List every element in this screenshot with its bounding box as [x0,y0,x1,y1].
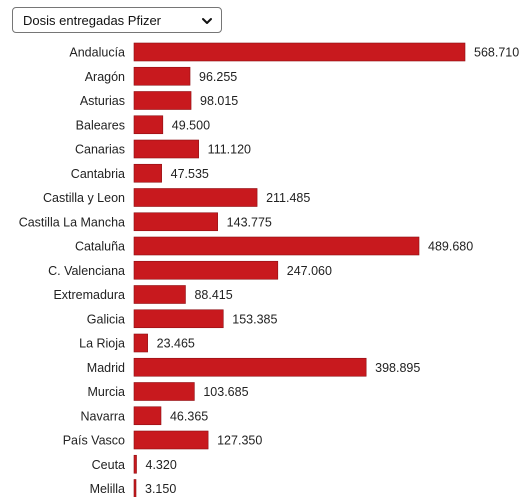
category-label: C. Valenciana [48,264,125,278]
value-label: 47.535 [171,167,209,181]
bar[interactable] [133,236,420,256]
category-label: Ceuta [92,458,125,472]
value-label: 127.350 [217,434,262,448]
value-label: 398.895 [375,361,420,375]
category-label: Extremadura [53,288,125,302]
bar[interactable] [133,357,367,377]
category-label: Murcia [87,385,125,399]
category-label: Canarias [75,143,125,157]
category-label: Castilla La Mancha [19,215,125,229]
value-label: 4.320 [146,458,177,472]
bar[interactable] [133,91,192,110]
bar[interactable] [133,285,186,304]
value-label: 98.015 [200,94,238,108]
value-label: 111.120 [208,143,251,157]
value-label: 211.485 [266,191,310,205]
category-label: Andalucía [69,46,125,60]
bar[interactable] [133,454,137,474]
bar[interactable] [133,260,279,280]
bar[interactable] [133,212,218,232]
value-label: 568.710 [474,46,519,60]
bar[interactable] [133,382,195,401]
bar[interactable] [133,406,162,426]
category-label: Aragón [85,70,125,84]
value-label: 143.775 [227,215,272,229]
category-label: Asturias [80,94,125,108]
bar[interactable] [133,163,162,183]
metric-select[interactable]: Dosis entregadas Pfizer [12,7,222,33]
bar[interactable] [133,333,148,353]
category-label: Galicia [87,312,125,326]
bar[interactable] [133,66,191,86]
bar[interactable] [133,188,258,207]
bar[interactable] [133,479,137,497]
chevron-down-icon [202,18,212,24]
value-label: 489.680 [428,240,473,254]
category-label: País Vasco [63,434,125,448]
category-label: Cantabria [71,167,125,181]
bar[interactable] [133,139,199,159]
category-label: Madrid [87,361,125,375]
category-label: Cataluña [75,240,125,254]
value-label: 46.365 [170,409,208,423]
category-label: Navarra [81,409,126,423]
value-label: 153.385 [232,312,277,326]
category-label: Baleares [76,118,125,132]
bar[interactable] [133,309,224,329]
value-label: 23.465 [157,337,195,351]
bar[interactable] [133,430,209,450]
metric-select-value: Dosis entregadas Pfizer [23,12,162,28]
value-label: 247.060 [287,264,332,278]
category-label: La Rioja [79,337,125,351]
bar[interactable] [133,42,466,62]
value-label: 88.415 [194,288,232,302]
value-label: 96.255 [199,70,237,84]
value-label: 3.150 [145,482,176,496]
value-label: 49.500 [172,118,210,132]
value-label: 103.685 [203,385,248,399]
category-label: Castilla y Leon [43,191,125,205]
category-label: Melilla [90,482,125,496]
bar[interactable] [133,115,164,135]
